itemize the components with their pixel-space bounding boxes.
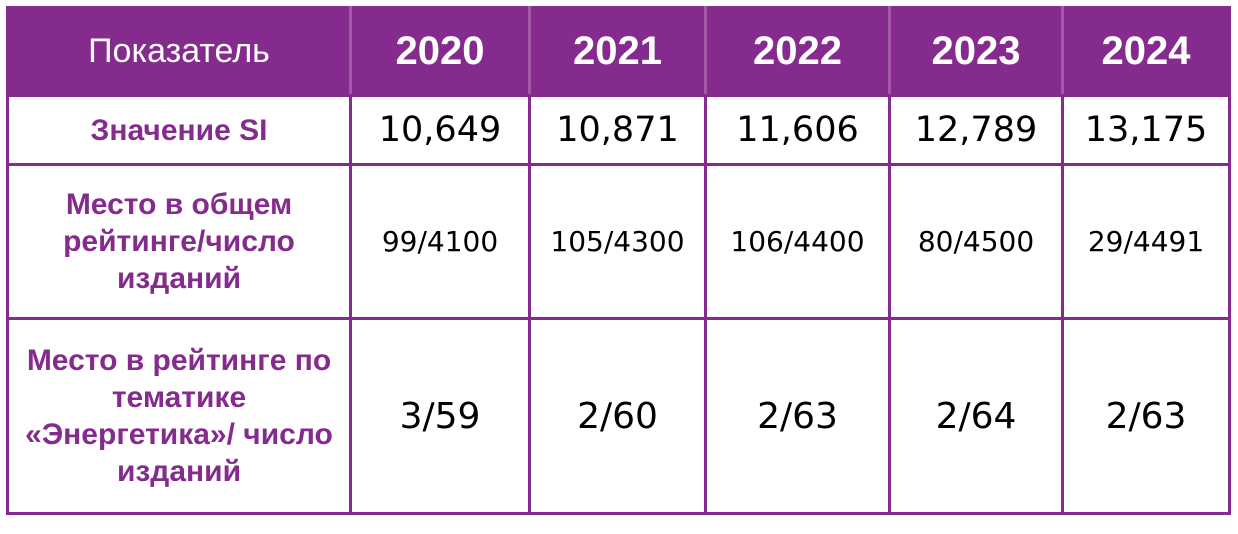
table-cell: 99/4100 (349, 163, 531, 320)
table-cell: 3/59 (349, 317, 531, 515)
header-label-cell: Показатель (6, 6, 352, 97)
table-row: Место в общем рейтинге/число изданий 99/… (6, 163, 1231, 320)
table-cell: 10,649 (349, 94, 531, 166)
row-label-energy-rank: Место в рейтинге по тематике «Энергетика… (6, 317, 352, 515)
header-year-2023: 2023 (888, 6, 1064, 97)
table-cell: 106/4400 (704, 163, 891, 320)
table-cell: 2/63 (1061, 317, 1231, 515)
table-row: Место в рейтинге по тематике «Энергетика… (6, 317, 1231, 515)
table-cell: 2/63 (704, 317, 891, 515)
si-ranking-table: Показатель 2020 2021 2022 2023 2024 Знач… (6, 6, 1231, 515)
table-row: Значение SI 10,649 10,871 11,606 12,789 … (6, 94, 1231, 166)
header-year-2021: 2021 (528, 6, 707, 97)
table-cell: 105/4300 (528, 163, 707, 320)
table-cell: 10,871 (528, 94, 707, 166)
table-cell: 13,175 (1061, 94, 1231, 166)
row-label-si-value: Значение SI (6, 94, 352, 166)
table-cell: 29/4491 (1061, 163, 1231, 320)
table-cell: 2/60 (528, 317, 707, 515)
header-year-2020: 2020 (349, 6, 531, 97)
header-row: Показатель 2020 2021 2022 2023 2024 (6, 6, 1231, 97)
row-label-overall-rank: Место в общем рейтинге/число изданий (6, 163, 352, 320)
table-cell: 12,789 (888, 94, 1064, 166)
header-year-2024: 2024 (1061, 6, 1231, 97)
data-table-container: Показатель 2020 2021 2022 2023 2024 Знач… (6, 6, 1231, 515)
table-cell: 11,606 (704, 94, 891, 166)
table-cell: 80/4500 (888, 163, 1064, 320)
header-year-2022: 2022 (704, 6, 891, 97)
table-cell: 2/64 (888, 317, 1064, 515)
